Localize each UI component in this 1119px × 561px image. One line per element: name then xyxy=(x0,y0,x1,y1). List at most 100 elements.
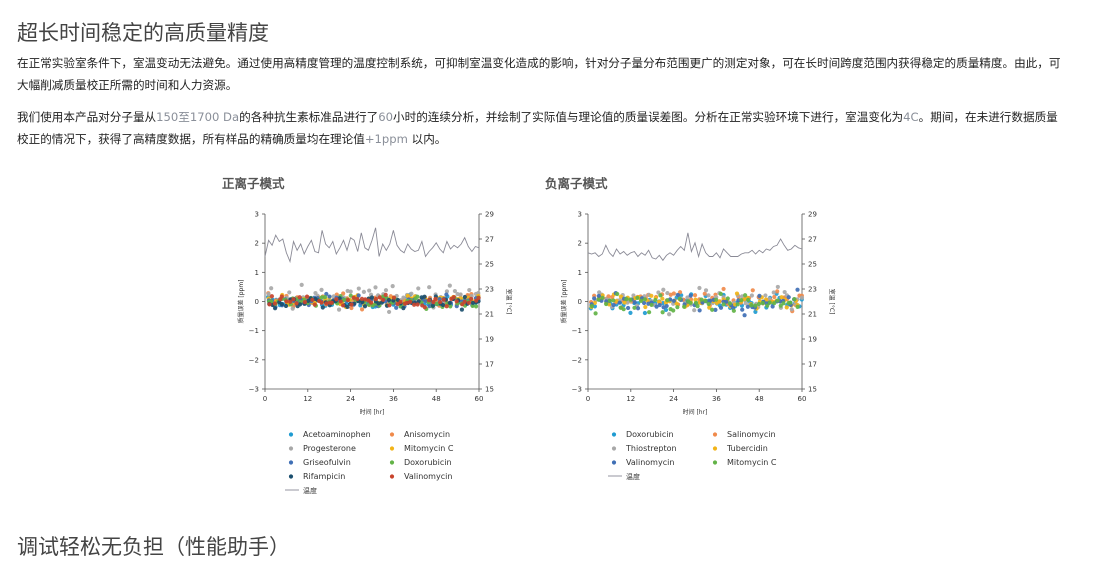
data-point xyxy=(387,303,392,308)
data-point xyxy=(470,300,476,305)
data-point xyxy=(665,290,670,296)
data-point xyxy=(459,307,465,312)
data-point xyxy=(657,302,662,308)
y2-tick-label: 25 xyxy=(808,261,817,269)
data-point xyxy=(641,300,647,306)
analysis-text-2: 的各种抗生素标准品进行了 xyxy=(239,110,379,124)
data-point xyxy=(632,305,637,310)
data-point xyxy=(451,295,456,300)
data-point xyxy=(408,299,413,305)
data-point xyxy=(381,297,386,302)
legend-label: Valinomycin xyxy=(404,472,452,481)
data-point xyxy=(337,296,342,301)
next-section-title: 调试轻松无负担（性能助手） xyxy=(17,535,290,559)
x-tick-label: 12 xyxy=(303,395,312,403)
data-point xyxy=(467,287,472,293)
data-point xyxy=(743,293,748,298)
data-point xyxy=(628,297,633,302)
series-valinomycin xyxy=(267,292,481,310)
data-point xyxy=(351,295,356,300)
legend: Doxorubicin Salinomycin Thiostrepton Tuberc… xyxy=(608,430,777,481)
x-tick-label: 36 xyxy=(389,395,398,403)
data-point xyxy=(297,295,302,300)
legend: Acetoaminophen Anisomycin Progesterone Mito… xyxy=(285,430,454,495)
data-point xyxy=(654,304,659,309)
data-point xyxy=(743,301,748,306)
data-point xyxy=(355,296,360,302)
data-point xyxy=(422,305,427,310)
legend-marker xyxy=(389,460,395,465)
x-tick-label: 60 xyxy=(798,395,807,403)
data-point xyxy=(304,294,310,299)
legend-item: Valinomycin xyxy=(611,458,674,467)
data-point xyxy=(359,296,365,301)
data-point xyxy=(299,282,304,287)
x-tick-label: 0 xyxy=(263,395,267,403)
legend-marker xyxy=(389,474,395,479)
legend-label: Progesterone xyxy=(303,444,356,453)
data-point xyxy=(310,297,315,302)
x-tick-label: 24 xyxy=(669,395,678,403)
y2-tick-label: 29 xyxy=(485,211,494,219)
data-point xyxy=(642,310,648,316)
data-point xyxy=(742,313,747,318)
legend-marker xyxy=(712,460,718,465)
legend-item-temperature: 温度 xyxy=(285,486,317,495)
y-tick-label: −3 xyxy=(572,386,582,394)
data-point xyxy=(437,299,443,305)
legend-label: 温度 xyxy=(626,472,640,481)
data-point xyxy=(632,300,637,305)
y-tick-label: 3 xyxy=(255,211,259,219)
data-point xyxy=(784,305,789,310)
data-point xyxy=(391,295,397,300)
data-point xyxy=(474,298,479,303)
data-point xyxy=(373,285,378,290)
data-point xyxy=(775,298,780,303)
data-point xyxy=(734,291,740,296)
data-point xyxy=(440,302,446,308)
data-point xyxy=(746,297,751,303)
data-point xyxy=(795,304,800,309)
data-point xyxy=(376,301,381,306)
data-point xyxy=(430,303,436,308)
data-point xyxy=(294,301,299,306)
y-tick-label: 2 xyxy=(255,240,259,248)
data-point xyxy=(348,289,353,294)
x-axis-label: 时间 [hr] xyxy=(360,408,385,416)
data-point xyxy=(749,303,754,308)
data-point xyxy=(675,305,680,310)
data-point xyxy=(703,288,709,293)
data-point xyxy=(731,308,736,313)
data-point xyxy=(600,295,605,300)
legend-item-temperature: 温度 xyxy=(608,472,640,481)
temperature-change: 4C xyxy=(903,110,919,124)
data-point xyxy=(290,306,295,311)
data-point xyxy=(447,283,452,288)
legend-marker xyxy=(389,432,395,437)
data-point xyxy=(267,302,272,307)
data-point xyxy=(671,298,677,303)
analysis-hours: 60 xyxy=(378,110,393,124)
y2-tick-label: 21 xyxy=(808,311,817,319)
data-point xyxy=(409,291,414,296)
data-point xyxy=(786,295,791,300)
y-axis-label: 质量误差 [ppm] xyxy=(237,279,245,323)
data-point xyxy=(462,299,467,304)
data-point xyxy=(386,309,392,315)
data-point xyxy=(767,300,772,305)
data-point xyxy=(466,300,472,305)
data-point xyxy=(760,300,765,306)
data-point xyxy=(395,301,400,307)
data-point xyxy=(750,288,755,293)
data-point xyxy=(661,287,666,292)
data-point xyxy=(717,299,722,304)
data-point xyxy=(361,289,367,294)
data-point xyxy=(348,293,353,298)
data-point xyxy=(401,295,406,300)
y2-tick-label: 21 xyxy=(485,311,494,319)
y-tick-label: −2 xyxy=(249,356,259,364)
legend-item: Doxorubicin xyxy=(389,458,452,467)
data-point xyxy=(622,300,627,305)
data-point xyxy=(288,299,293,304)
